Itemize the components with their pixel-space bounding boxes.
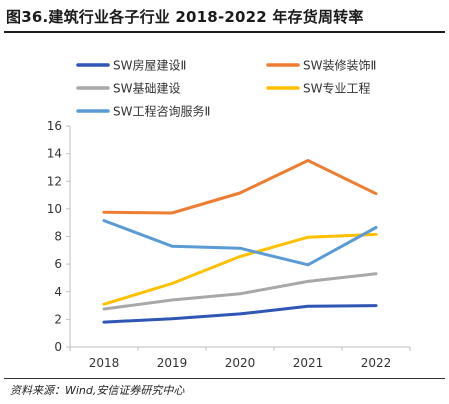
- footer-rule: [4, 378, 445, 379]
- series-group: [102, 159, 378, 324]
- x-axis: 2018 2019 2020 2021 2022: [69, 346, 411, 370]
- x-tick-label: 2019: [157, 356, 188, 370]
- legend-label: SW工程咨询服务Ⅱ: [113, 104, 210, 119]
- series-line-5: [102, 219, 378, 267]
- x-tick-label: 2021: [293, 356, 324, 370]
- y-tick-label: 14: [47, 147, 62, 161]
- y-axis: 0 2 4 6 8 10 12 14 16: [47, 119, 71, 354]
- series-line-2: [102, 159, 378, 215]
- series-line-1: [102, 304, 378, 324]
- title-underline: [4, 31, 445, 33]
- y-tick-label: 4: [54, 285, 62, 299]
- series-line-4: [102, 232, 378, 306]
- legend-label: SW装修装饰Ⅱ: [303, 58, 376, 73]
- source-note: 资料来源：Wind,安信证券研究中心: [10, 384, 185, 397]
- y-tick-label: 2: [54, 312, 62, 326]
- x-tick-label: 2022: [361, 356, 392, 370]
- y-tick-label: 16: [47, 119, 62, 133]
- legend-label: SW房屋建设Ⅱ: [113, 58, 186, 73]
- chart-title: 图36.建筑行业各子行业 2018-2022 年存货周转率: [6, 8, 364, 26]
- x-tick-label: 2020: [225, 356, 256, 370]
- legend: SW房屋建设Ⅱ SW装修装饰Ⅱ SW基础建设 SW专业工程 SW工程咨询服务Ⅱ: [76, 58, 376, 119]
- y-tick-label: 10: [47, 202, 62, 216]
- y-tick-label: 8: [54, 230, 62, 244]
- y-tick-label: 0: [54, 340, 62, 354]
- y-tick-label: 6: [54, 257, 62, 271]
- legend-label: SW专业工程: [303, 81, 370, 96]
- x-tick-label: 2018: [89, 356, 120, 370]
- legend-label: SW基础建设: [113, 82, 180, 96]
- y-tick-label: 12: [47, 174, 62, 188]
- series-line-3: [102, 272, 378, 311]
